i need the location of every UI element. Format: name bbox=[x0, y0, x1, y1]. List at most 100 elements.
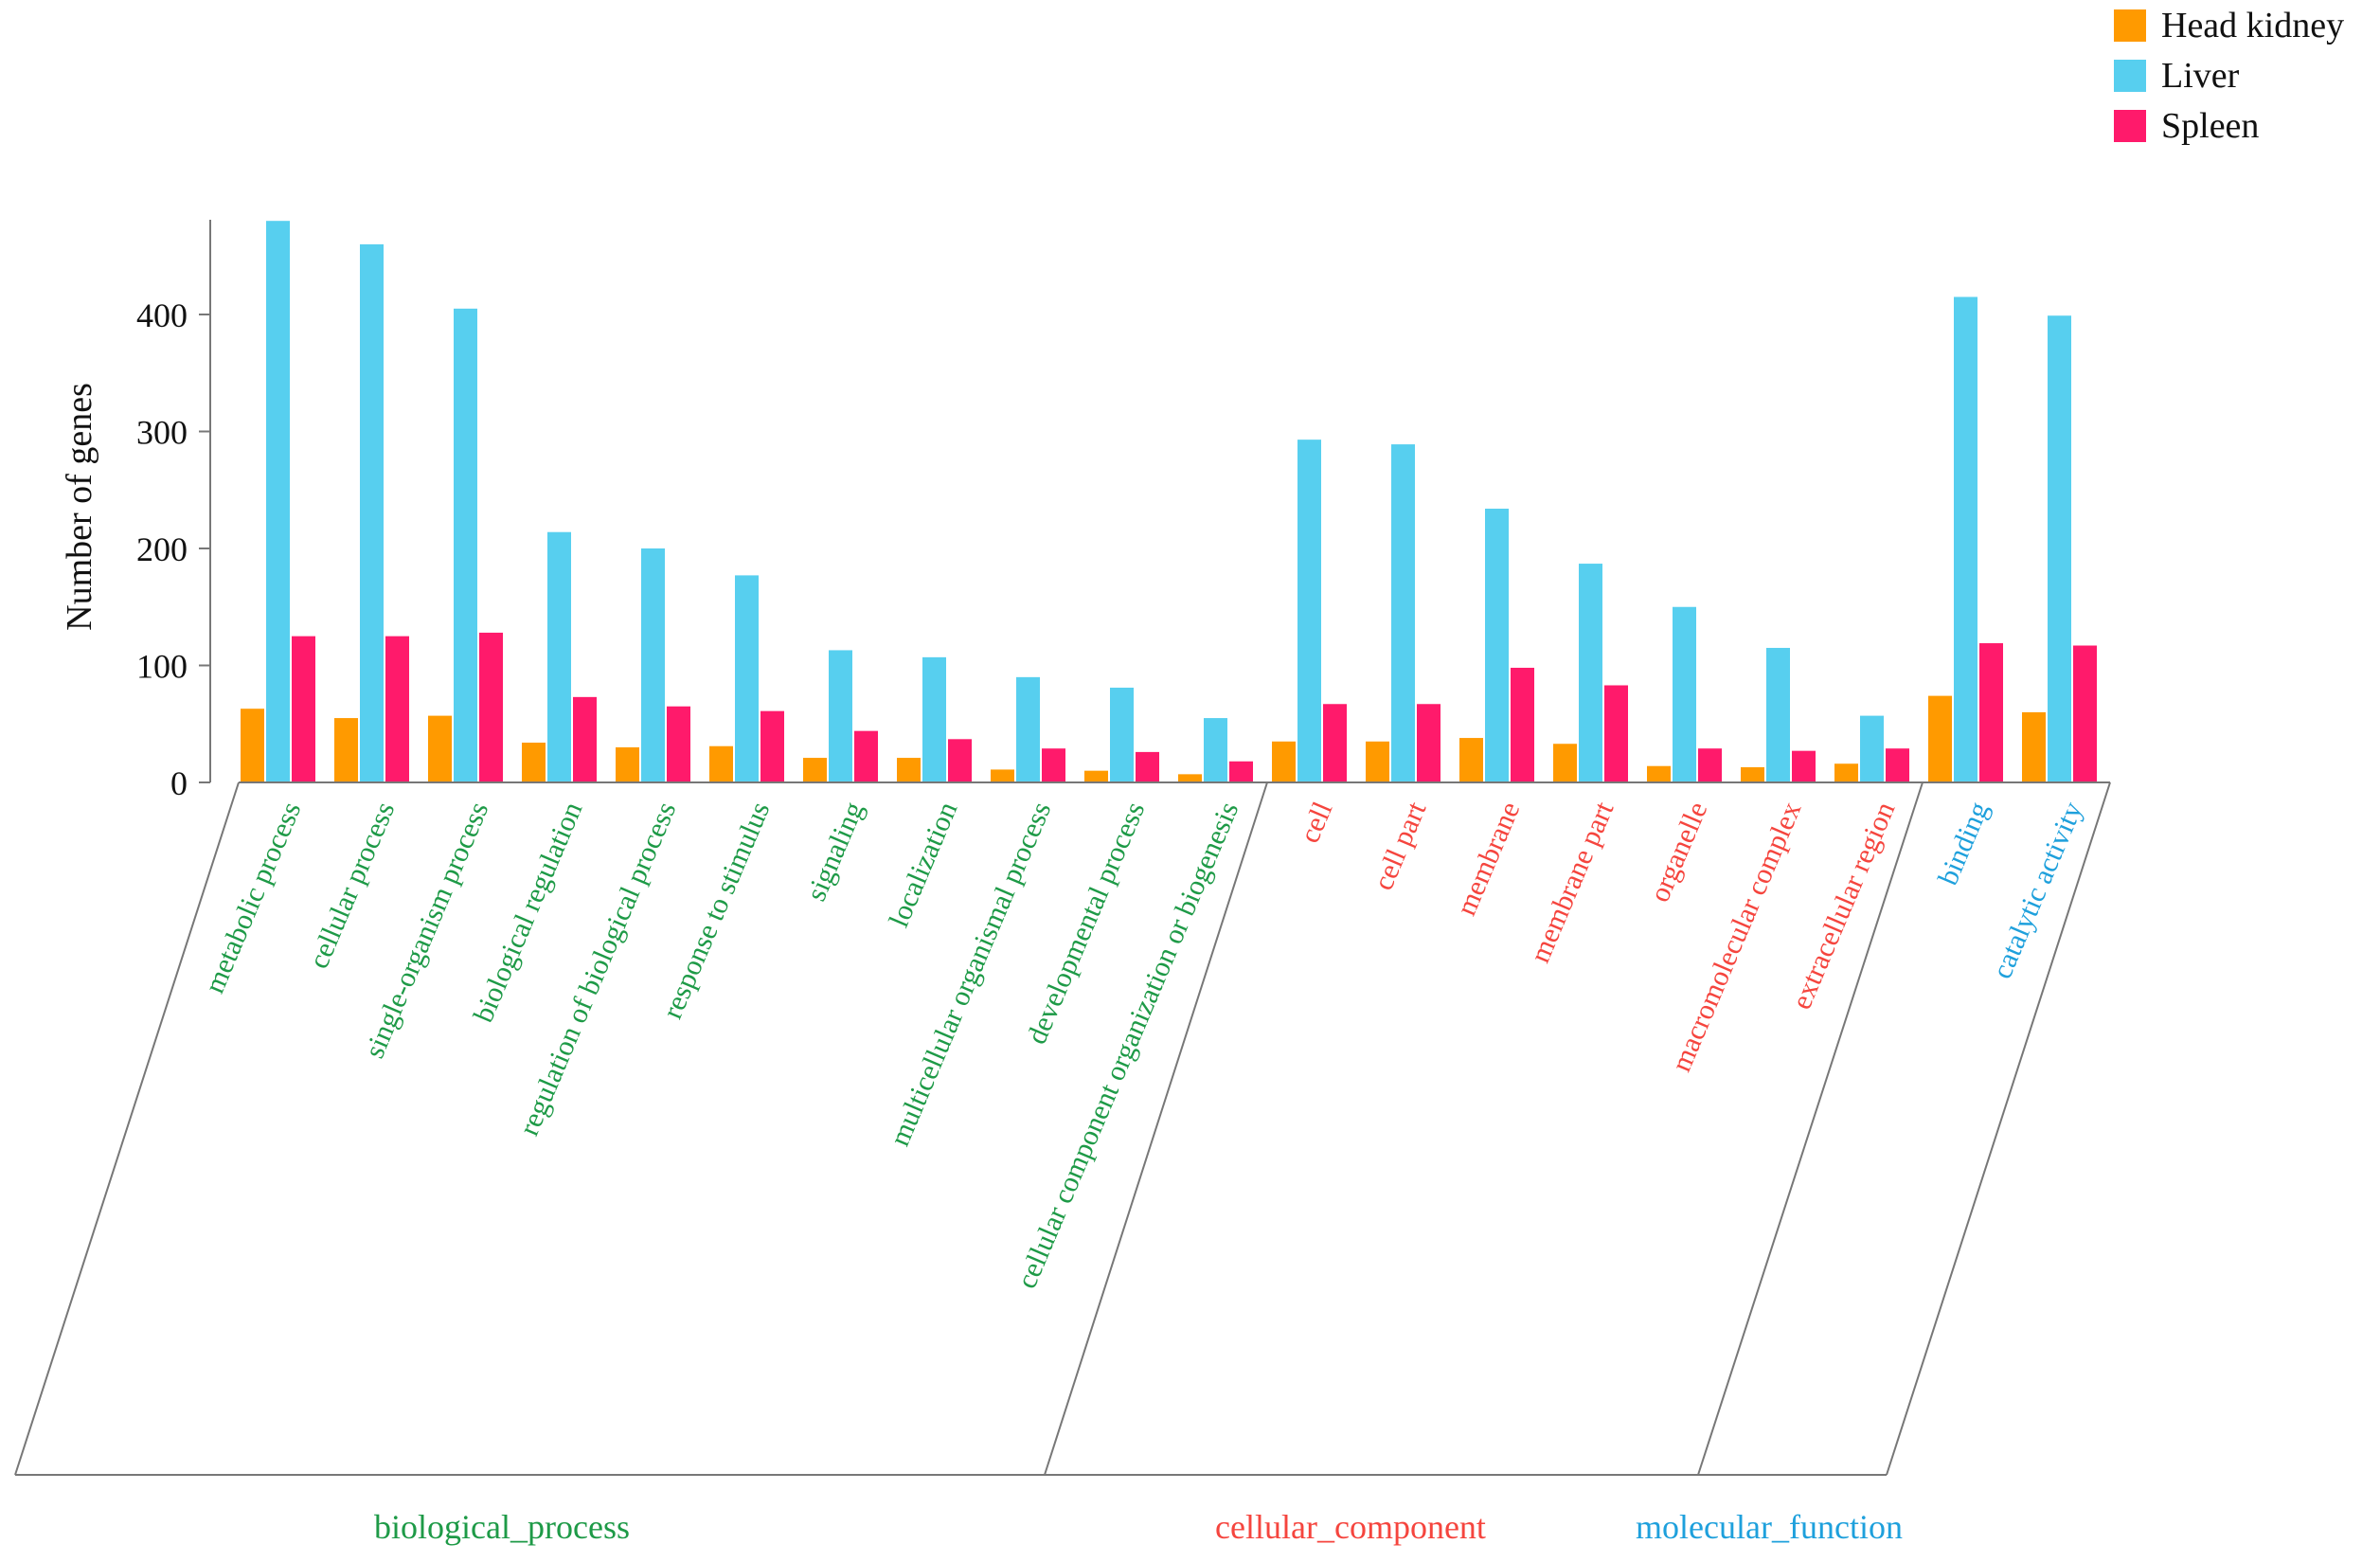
bar-spleen bbox=[948, 739, 972, 782]
bar-liver bbox=[266, 221, 290, 782]
bar-liver bbox=[922, 656, 946, 782]
category-label: multicellular organismal process bbox=[884, 798, 1057, 1151]
category-label: membrane bbox=[1451, 798, 1527, 920]
bar-liver bbox=[1766, 647, 1790, 782]
y-axis-label: Number of genes bbox=[60, 383, 99, 631]
bar-head-kidney bbox=[1553, 744, 1577, 782]
y-tick-label: 100 bbox=[136, 648, 188, 686]
bar-head-kidney bbox=[1741, 766, 1764, 782]
category-label: metabolic process bbox=[199, 798, 308, 998]
group-frames bbox=[14, 781, 2111, 1476]
bar-head-kidney bbox=[2022, 711, 2046, 782]
bar-liver bbox=[1016, 676, 1040, 782]
category-label: response to stimulus bbox=[656, 798, 776, 1023]
y-tick-label: 0 bbox=[170, 764, 188, 802]
bar-head-kidney bbox=[1834, 763, 1858, 782]
group-divider bbox=[14, 781, 240, 1476]
category-label: cell bbox=[1294, 798, 1338, 848]
category-label: cell part bbox=[1368, 797, 1433, 894]
bar-liver bbox=[1297, 440, 1321, 782]
bar-head-kidney bbox=[1178, 774, 1202, 782]
bar-spleen bbox=[2073, 645, 2097, 782]
category-label: cellular process bbox=[303, 798, 402, 973]
legend-swatch-2 bbox=[2114, 110, 2146, 142]
legend: Head kidney Liver Spleen bbox=[2114, 6, 2344, 146]
bar-head-kidney bbox=[803, 758, 827, 782]
bar-spleen bbox=[1511, 667, 1534, 782]
bar-head-kidney bbox=[897, 758, 921, 782]
bar-head-kidney bbox=[522, 743, 546, 782]
bar-spleen bbox=[479, 632, 503, 782]
bar-head-kidney bbox=[334, 718, 358, 782]
bar-liver bbox=[454, 308, 477, 782]
category-label: membrane part bbox=[1524, 797, 1619, 967]
bar-spleen bbox=[1136, 751, 1159, 782]
bar-liver bbox=[1485, 509, 1509, 782]
y-tick-label: 200 bbox=[136, 530, 188, 568]
bar-spleen bbox=[385, 636, 409, 782]
category-label: catalytic activity bbox=[1986, 798, 2088, 983]
bar-liver bbox=[360, 243, 384, 782]
bar-spleen bbox=[1229, 761, 1253, 782]
bar-head-kidney bbox=[241, 709, 264, 782]
bar-head-kidney bbox=[1459, 738, 1483, 782]
bar-liver bbox=[1110, 687, 1134, 782]
bar-liver bbox=[1673, 606, 1696, 782]
bar-spleen bbox=[1042, 748, 1065, 782]
bar-head-kidney bbox=[1647, 765, 1671, 782]
bar-head-kidney bbox=[1928, 695, 1952, 782]
bar-head-kidney bbox=[1272, 741, 1296, 782]
bar-spleen bbox=[761, 710, 784, 782]
bar-liver bbox=[1204, 718, 1227, 782]
bar-spleen bbox=[1417, 704, 1441, 782]
bar-head-kidney bbox=[709, 745, 733, 782]
bar-liver bbox=[641, 548, 665, 782]
bar-head-kidney bbox=[616, 746, 639, 782]
y-tick-label: 300 bbox=[136, 414, 188, 452]
legend-label-2: Spleen bbox=[2161, 106, 2259, 146]
y-tick-label: 400 bbox=[136, 296, 188, 334]
bar-liver bbox=[1860, 715, 1884, 782]
bar-spleen bbox=[1792, 750, 1816, 782]
bar-spleen bbox=[1323, 704, 1347, 782]
group-label-molecular-function: molecular_function bbox=[1636, 1508, 1903, 1546]
category-label: localization bbox=[883, 798, 963, 932]
group-label-cellular-component: cellular_component bbox=[1215, 1508, 1486, 1546]
category-label: binding bbox=[1932, 798, 1995, 889]
bar-spleen bbox=[1979, 643, 2003, 782]
bar-liver bbox=[1391, 444, 1415, 782]
bar-liver bbox=[1579, 564, 1602, 782]
group-label-biological-process: biological_process bbox=[374, 1508, 630, 1546]
bar-head-kidney bbox=[1084, 770, 1108, 782]
bar-spleen bbox=[1886, 748, 1909, 782]
bars bbox=[241, 221, 2097, 783]
bar-liver bbox=[829, 650, 852, 782]
category-label: extracellular region bbox=[1786, 798, 1902, 1014]
bar-spleen bbox=[1604, 685, 1628, 782]
bar-liver bbox=[735, 575, 759, 782]
bar-spleen bbox=[854, 730, 878, 782]
category-label: organelle bbox=[1644, 798, 1714, 907]
legend-label-0: Head kidney bbox=[2161, 6, 2344, 45]
legend-swatch-0 bbox=[2114, 9, 2146, 42]
category-label: signaling bbox=[800, 798, 869, 906]
group-labels: biological_process cellular_component mole… bbox=[374, 1508, 1903, 1546]
bar-liver bbox=[547, 531, 571, 782]
bar-liver bbox=[1954, 296, 1977, 783]
legend-label-1: Liver bbox=[2161, 56, 2240, 96]
bar-head-kidney bbox=[428, 715, 452, 782]
bar-head-kidney bbox=[1366, 741, 1389, 782]
bar-spleen bbox=[573, 696, 597, 782]
legend-swatch-1 bbox=[2114, 60, 2146, 92]
bar-liver bbox=[2048, 315, 2071, 782]
bar-spleen bbox=[667, 706, 690, 782]
group-divider bbox=[1044, 781, 1268, 1476]
bar-spleen bbox=[292, 636, 315, 782]
group-divider bbox=[1697, 781, 1924, 1476]
bar-head-kidney bbox=[991, 769, 1014, 782]
bar-spleen bbox=[1698, 748, 1722, 782]
group-divider bbox=[1886, 781, 2111, 1476]
y-axis: 0 100 200 300 400 bbox=[136, 220, 211, 802]
